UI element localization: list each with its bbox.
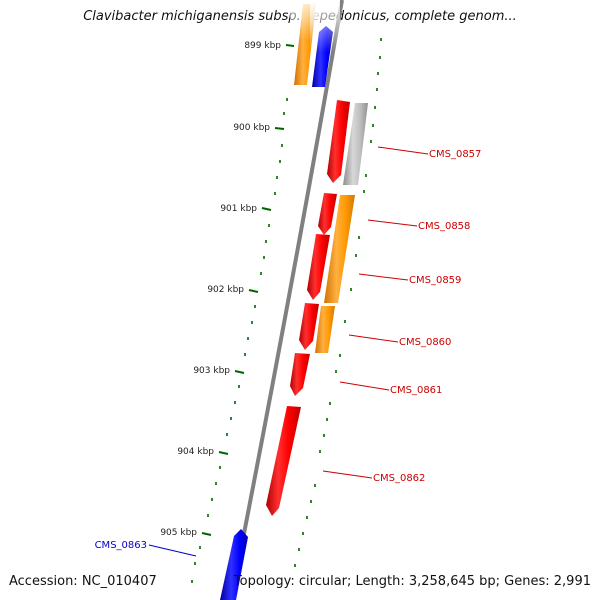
gene-label-cms-0862[interactable]: CMS_0862: [373, 473, 425, 484]
gene-label-cms-0860[interactable]: CMS_0860: [399, 337, 451, 348]
tick-899: [285, 44, 295, 47]
gene-cms-0860-red[interactable]: [299, 303, 319, 350]
gene-cms-0861[interactable]: [290, 353, 310, 396]
accession-text: Accession: NC_010407: [9, 574, 157, 589]
gene-cms-0857[interactable]: [343, 103, 368, 185]
label-leaders: [148, 146, 429, 557]
gene-fade-overlay-blue: [310, 0, 340, 52]
gene-cms-0863[interactable]: [220, 529, 248, 600]
gene-cms-0858-red[interactable]: [318, 193, 337, 235]
gene-label-cms-0857[interactable]: CMS_0857: [429, 149, 481, 160]
gene-label-cms-0861[interactable]: CMS_0861: [390, 385, 442, 396]
tick-label-900: 900 kbp: [233, 123, 270, 133]
tick-label-902: 902 kbp: [207, 285, 244, 295]
inner-tick-ring: [191, 98, 288, 583]
genome-backbone: [229, 0, 344, 600]
gene-cms-0859[interactable]: [307, 234, 330, 300]
tick-903: [234, 370, 245, 374]
genome-summary-text: Topology: circular; Length: 3,258,645 bp…: [233, 574, 591, 589]
tick-900: [274, 127, 285, 130]
tick-label-899: 899 kbp: [244, 41, 281, 51]
tick-label-901: 901 kbp: [220, 204, 257, 214]
gene-cms-0860[interactable]: [315, 306, 335, 353]
tick-904: [218, 451, 229, 455]
outer-tick-ring: [294, 38, 382, 567]
tick-902: [248, 289, 259, 293]
gene-label-cms-0863[interactable]: CMS_0863: [95, 540, 147, 551]
gene-labels: CMS_0857 CMS_0858 CMS_0859 CMS_0860 CMS_…: [95, 149, 482, 551]
gene-cms-0858[interactable]: [324, 195, 355, 303]
gene-cms-0857-red[interactable]: [327, 100, 350, 183]
major-ticks: [201, 44, 295, 536]
inner-strand-features: [220, 100, 350, 600]
tick-905: [201, 532, 212, 536]
tick-label-903: 903 kbp: [193, 366, 230, 376]
gene-cms-0862[interactable]: [266, 406, 301, 516]
tick-labels: 899 kbp 900 kbp 901 kbp 902 kbp 903 kbp …: [160, 41, 281, 538]
gene-label-cms-0858[interactable]: CMS_0858: [418, 221, 470, 232]
tick-label-904: 904 kbp: [177, 447, 214, 457]
gene-label-cms-0859[interactable]: CMS_0859: [409, 275, 461, 286]
tick-label-905: 905 kbp: [160, 528, 197, 538]
outer-strand-features: [290, 0, 368, 353]
tick-901: [261, 207, 272, 211]
